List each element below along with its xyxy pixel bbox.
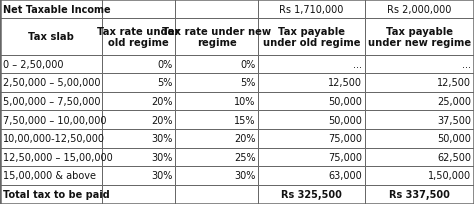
Bar: [258, 111, 365, 129]
Text: 30%: 30%: [151, 134, 173, 144]
Bar: [258, 129, 365, 148]
Bar: [175, 19, 258, 55]
Text: 30%: 30%: [151, 152, 173, 162]
Bar: [365, 0, 474, 19]
Bar: [175, 166, 258, 185]
Bar: [175, 129, 258, 148]
Text: 0 – 2,50,000: 0 – 2,50,000: [3, 60, 64, 70]
Text: 63,000: 63,000: [328, 171, 362, 181]
Text: 7,50,000 – 10,00,000: 7,50,000 – 10,00,000: [3, 115, 106, 125]
Bar: [365, 19, 474, 55]
Text: Rs 337,500: Rs 337,500: [389, 190, 450, 199]
Text: Tax rate under
old regime: Tax rate under old regime: [97, 27, 180, 48]
Text: ...: ...: [353, 60, 362, 70]
Text: 75,000: 75,000: [328, 134, 362, 144]
Bar: [0, 148, 102, 166]
Bar: [365, 55, 474, 74]
Bar: [102, 55, 175, 74]
Text: 30%: 30%: [234, 171, 255, 181]
Text: 12,500: 12,500: [328, 78, 362, 88]
Text: 15,00,000 & above: 15,00,000 & above: [3, 171, 96, 181]
Text: 50,000: 50,000: [328, 115, 362, 125]
Bar: [102, 19, 175, 55]
Bar: [365, 92, 474, 111]
Text: Rs 325,500: Rs 325,500: [281, 190, 342, 199]
Bar: [258, 74, 365, 92]
Bar: [258, 0, 365, 19]
Text: 20%: 20%: [234, 134, 255, 144]
Bar: [0, 74, 102, 92]
Bar: [0, 166, 102, 185]
Text: Total tax to be paid: Total tax to be paid: [3, 190, 109, 199]
Bar: [175, 185, 258, 204]
Text: 50,000: 50,000: [328, 96, 362, 106]
Text: 25%: 25%: [234, 152, 255, 162]
Bar: [102, 0, 175, 19]
Text: 5%: 5%: [157, 78, 173, 88]
Bar: [0, 19, 102, 55]
Bar: [102, 111, 175, 129]
Bar: [175, 92, 258, 111]
Bar: [0, 185, 102, 204]
Text: Tax payable
under old regime: Tax payable under old regime: [263, 27, 360, 48]
Bar: [175, 74, 258, 92]
Bar: [102, 129, 175, 148]
Bar: [365, 166, 474, 185]
Text: Rs 1,710,000: Rs 1,710,000: [280, 5, 344, 14]
Text: 0%: 0%: [157, 60, 173, 70]
Bar: [102, 74, 175, 92]
Bar: [258, 166, 365, 185]
Bar: [365, 185, 474, 204]
Text: 0%: 0%: [240, 60, 255, 70]
Text: Rs 2,000,000: Rs 2,000,000: [387, 5, 452, 14]
Bar: [102, 166, 175, 185]
Bar: [0, 111, 102, 129]
Bar: [102, 185, 175, 204]
Bar: [0, 92, 102, 111]
Text: 10%: 10%: [234, 96, 255, 106]
Text: 10,00,000-12,50,000: 10,00,000-12,50,000: [3, 134, 105, 144]
Text: 2,50,000 – 5,00,000: 2,50,000 – 5,00,000: [3, 78, 100, 88]
Bar: [258, 185, 365, 204]
Bar: [365, 111, 474, 129]
Bar: [0, 55, 102, 74]
Text: 20%: 20%: [151, 115, 173, 125]
Text: ...: ...: [462, 60, 471, 70]
Bar: [258, 55, 365, 74]
Text: 12,50,000 – 15,00,000: 12,50,000 – 15,00,000: [3, 152, 113, 162]
Text: 75,000: 75,000: [328, 152, 362, 162]
Text: Tax rate under new
regime: Tax rate under new regime: [162, 27, 272, 48]
Text: 50,000: 50,000: [438, 134, 471, 144]
Bar: [258, 19, 365, 55]
Bar: [175, 148, 258, 166]
Text: 25,000: 25,000: [437, 96, 471, 106]
Text: 5%: 5%: [240, 78, 255, 88]
Text: Tax payable
under new regime: Tax payable under new regime: [368, 27, 471, 48]
Bar: [258, 148, 365, 166]
Text: Net Taxable Income: Net Taxable Income: [3, 5, 110, 14]
Text: 30%: 30%: [151, 171, 173, 181]
Bar: [0, 0, 102, 19]
Bar: [365, 129, 474, 148]
Text: 37,500: 37,500: [437, 115, 471, 125]
Bar: [365, 74, 474, 92]
Text: 12,500: 12,500: [437, 78, 471, 88]
Bar: [175, 0, 258, 19]
Bar: [102, 148, 175, 166]
Bar: [0, 129, 102, 148]
Text: 15%: 15%: [234, 115, 255, 125]
Text: Tax slab: Tax slab: [28, 32, 74, 42]
Bar: [175, 55, 258, 74]
Bar: [258, 92, 365, 111]
Text: 5,00,000 – 7,50,000: 5,00,000 – 7,50,000: [3, 96, 100, 106]
Text: 20%: 20%: [151, 96, 173, 106]
Bar: [102, 92, 175, 111]
Bar: [175, 111, 258, 129]
Text: 62,500: 62,500: [437, 152, 471, 162]
Text: 1,50,000: 1,50,000: [428, 171, 471, 181]
Bar: [365, 148, 474, 166]
